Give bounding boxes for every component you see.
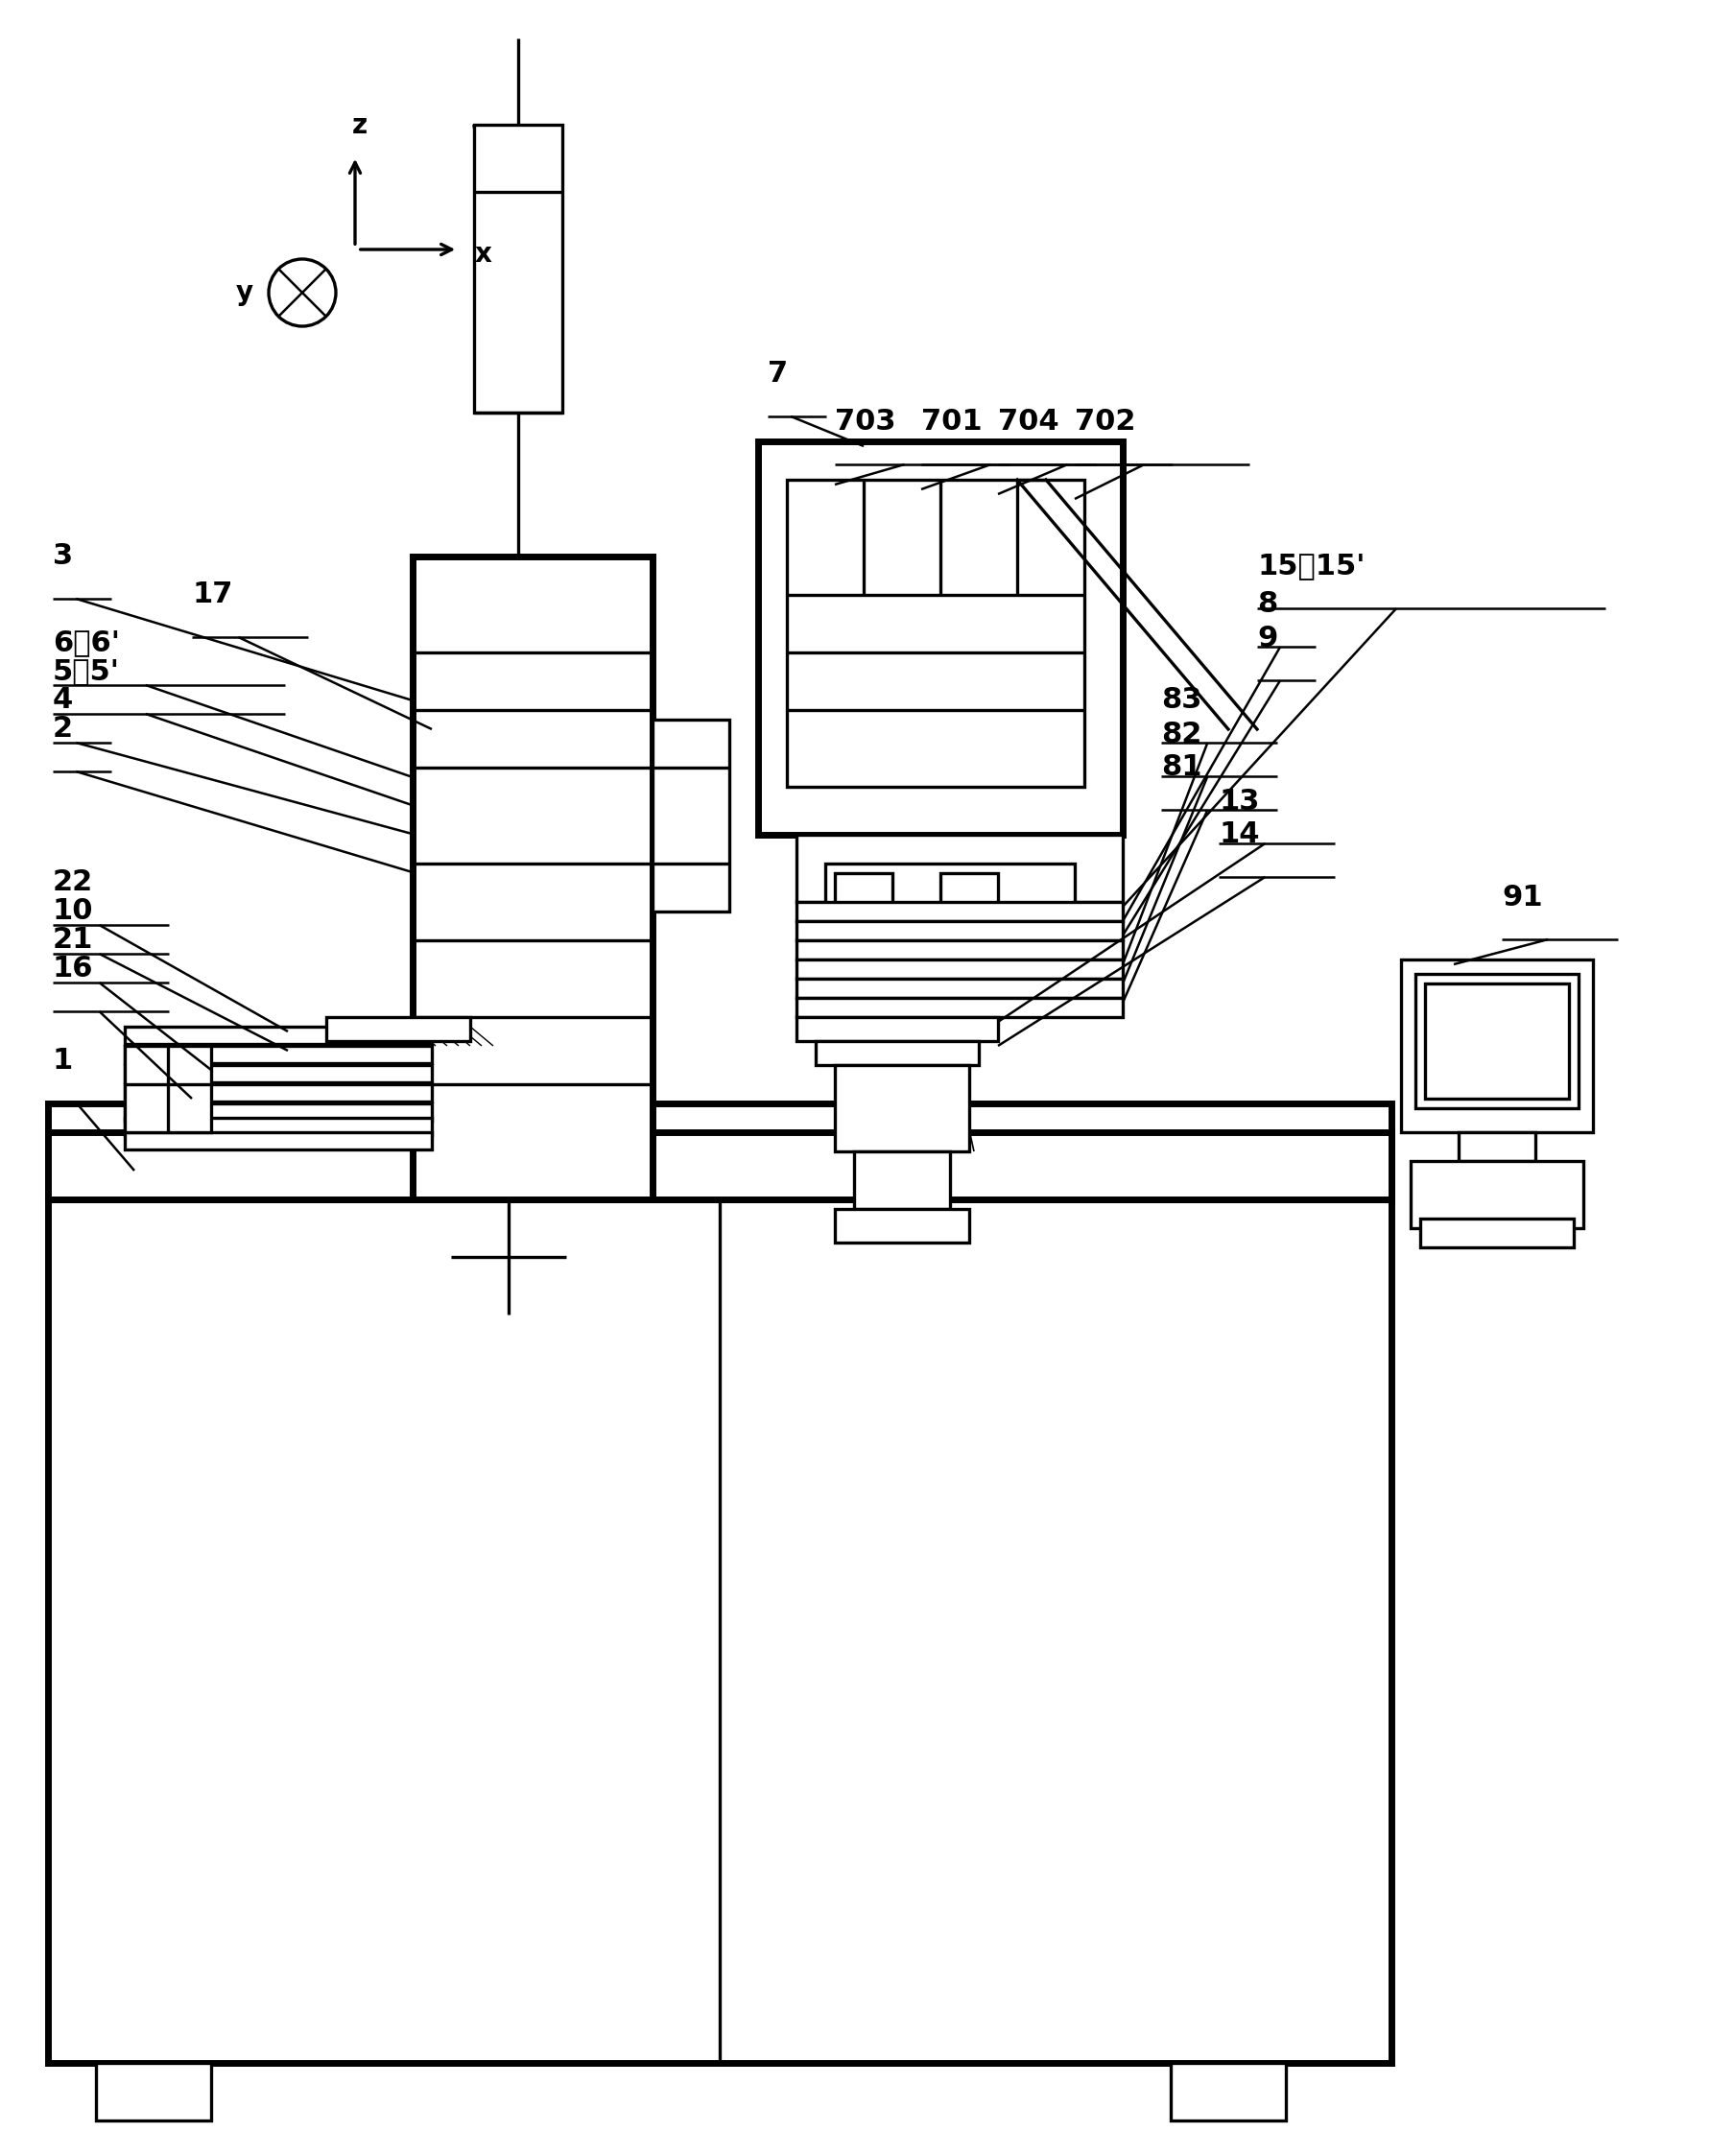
Bar: [826, 865, 1076, 921]
Bar: [797, 979, 1123, 998]
Bar: [758, 442, 1123, 834]
Text: 81: 81: [1161, 755, 1202, 780]
Text: x: x: [475, 241, 492, 267]
Text: 22: 22: [53, 869, 94, 897]
Bar: [1400, 959, 1594, 1132]
Text: 10: 10: [53, 897, 94, 925]
Bar: [1424, 983, 1570, 1100]
Text: 14: 14: [1219, 821, 1260, 849]
Bar: [125, 1132, 433, 1149]
Bar: [1459, 1132, 1536, 1160]
Bar: [125, 1046, 433, 1063]
Text: 17: 17: [192, 580, 233, 608]
Text: 702: 702: [1076, 407, 1135, 436]
Bar: [125, 1084, 433, 1102]
Bar: [787, 481, 1084, 787]
Text: 2: 2: [53, 716, 74, 744]
Text: z: z: [352, 112, 368, 140]
Bar: [834, 1065, 970, 1151]
Bar: [96, 2063, 210, 2122]
Bar: [816, 1041, 978, 1065]
Text: 701: 701: [922, 407, 982, 436]
Text: 3: 3: [53, 543, 74, 571]
Text: 15或15': 15或15': [1257, 552, 1365, 580]
Bar: [125, 1026, 433, 1044]
Bar: [1421, 1218, 1573, 1248]
Text: 5或5': 5或5': [53, 658, 120, 686]
Text: 21: 21: [53, 927, 94, 955]
Bar: [48, 1104, 1392, 1199]
Bar: [797, 901, 1123, 921]
Bar: [797, 921, 1123, 940]
Text: 82: 82: [1161, 720, 1202, 748]
Bar: [797, 940, 1123, 959]
Bar: [1411, 1160, 1583, 1229]
Text: 91: 91: [1501, 884, 1542, 912]
Text: 1: 1: [53, 1046, 74, 1074]
Bar: [474, 125, 563, 412]
Bar: [797, 1018, 999, 1041]
Text: 13: 13: [1219, 787, 1259, 815]
Bar: [125, 1117, 433, 1134]
Text: 7: 7: [768, 360, 788, 388]
Text: 9: 9: [1257, 623, 1277, 651]
Bar: [940, 873, 999, 912]
Bar: [125, 1046, 210, 1132]
Bar: [125, 1104, 433, 1121]
Bar: [853, 1151, 951, 1210]
Bar: [125, 1065, 433, 1082]
Bar: [412, 556, 653, 1199]
Bar: [653, 720, 728, 912]
Text: 16: 16: [53, 955, 94, 983]
Text: 4: 4: [53, 686, 74, 714]
Bar: [48, 1132, 1392, 1199]
Text: 83: 83: [1161, 686, 1202, 714]
Bar: [834, 873, 893, 912]
Text: 704: 704: [999, 407, 1058, 436]
Text: 6或6': 6或6': [53, 630, 120, 658]
Text: 8: 8: [1257, 591, 1277, 619]
Bar: [797, 959, 1123, 979]
Bar: [48, 1199, 1392, 2063]
Bar: [797, 998, 1123, 1018]
Bar: [1416, 975, 1578, 1108]
Bar: [797, 834, 1123, 901]
Bar: [1171, 2063, 1286, 2122]
Text: 703: 703: [834, 407, 896, 436]
Bar: [327, 1018, 470, 1041]
Text: y: y: [236, 280, 253, 306]
Bar: [834, 1210, 970, 1242]
